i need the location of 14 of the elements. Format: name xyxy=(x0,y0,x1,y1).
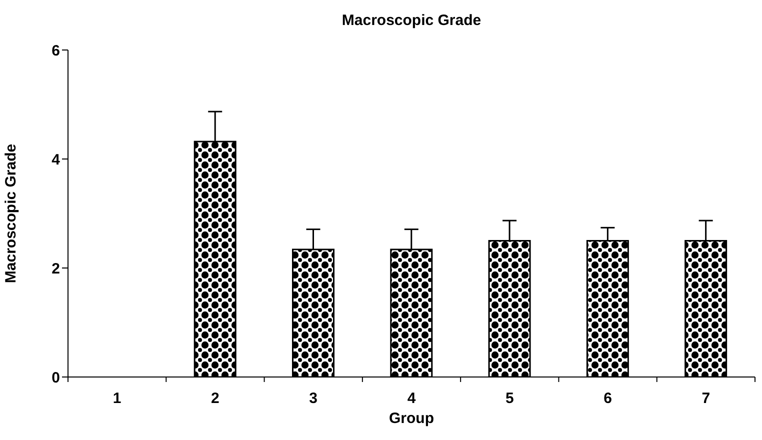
y-axis-title: Macroscopic Grade xyxy=(2,144,20,284)
y-tick-label: 2 xyxy=(52,260,60,278)
x-tick-label: 3 xyxy=(309,390,318,407)
x-tick-label: 6 xyxy=(604,390,612,407)
x-tick-label: 7 xyxy=(702,390,710,407)
x-tick-label: 4 xyxy=(407,390,416,407)
x-axis-title: Group xyxy=(389,410,434,427)
x-tick-label: 2 xyxy=(211,390,220,407)
y-tick-label: 6 xyxy=(52,42,60,60)
chart-title: Macroscopic Grade xyxy=(340,12,482,29)
y-tick-label: 4 xyxy=(52,151,61,168)
x-tick-label: 1 xyxy=(112,390,122,407)
y-tick-label: 0 xyxy=(52,369,60,386)
x-tick-label: 5 xyxy=(505,390,514,407)
